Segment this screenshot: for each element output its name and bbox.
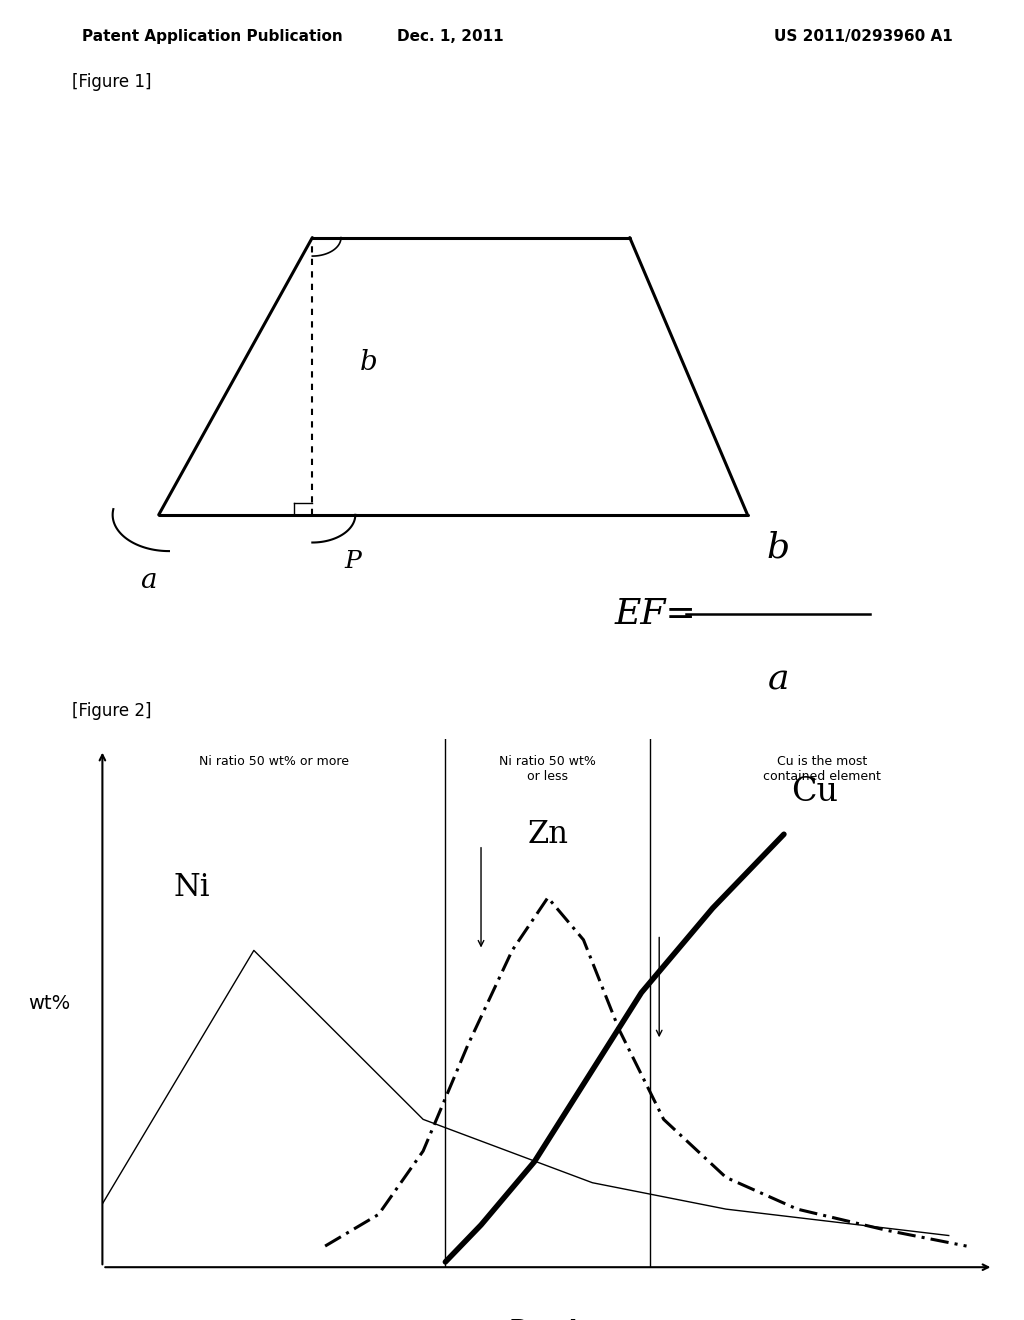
Text: Cu: Cu [792, 776, 839, 808]
Text: a: a [768, 663, 788, 697]
Text: Patent Application Publication: Patent Application Publication [82, 29, 343, 44]
Text: Cu is the most
contained element: Cu is the most contained element [763, 755, 881, 783]
Text: Ni ratio 50 wt%
or less: Ni ratio 50 wt% or less [500, 755, 596, 783]
Text: Ni: Ni [173, 871, 210, 903]
Text: Zn: Zn [527, 818, 568, 850]
Text: Dec. 1, 2011: Dec. 1, 2011 [397, 29, 504, 44]
Text: Ni ratio 50 wt% or more: Ni ratio 50 wt% or more [199, 755, 349, 768]
Text: [Figure 1]: [Figure 1] [72, 73, 152, 91]
Text: b: b [359, 350, 378, 376]
Text: b: b [767, 531, 790, 565]
Text: EF=: EF= [614, 597, 696, 631]
Text: US 2011/0293960 A1: US 2011/0293960 A1 [773, 29, 952, 44]
Text: [Figure 2]: [Figure 2] [72, 702, 152, 721]
Text: wt%: wt% [28, 994, 70, 1012]
Text: P: P [345, 549, 361, 573]
Text: a: a [140, 568, 157, 594]
